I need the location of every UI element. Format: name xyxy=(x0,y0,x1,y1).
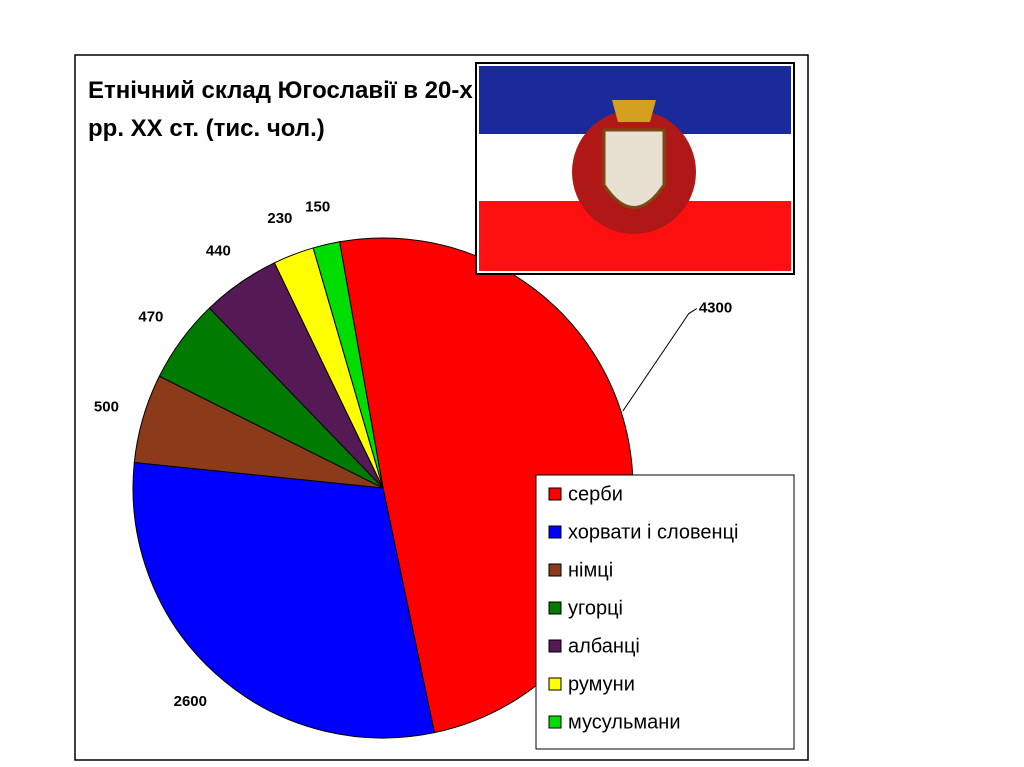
legend-swatch xyxy=(548,601,562,615)
crown xyxy=(612,100,656,122)
chart-title: Етнічний склад Югославії в 20-х рр. ХХ с… xyxy=(88,77,473,142)
shield xyxy=(602,128,666,209)
legend-swatch xyxy=(548,487,562,501)
data-label: 230 xyxy=(267,210,292,227)
pie-slice xyxy=(312,241,384,489)
leader-line xyxy=(622,308,698,412)
legend-label: албанці xyxy=(568,635,640,657)
legend-label: мусульмани xyxy=(568,711,681,733)
legend-label: румуни xyxy=(568,673,635,695)
data-label: 150 xyxy=(305,198,330,215)
pie-slice xyxy=(132,461,435,739)
legend-label: хорвати і словенці xyxy=(568,521,738,543)
legend-swatch xyxy=(548,677,562,691)
flag xyxy=(475,62,795,275)
legend-swatch xyxy=(548,639,562,653)
data-label: 440 xyxy=(206,243,231,260)
legend-label: серби xyxy=(568,483,623,505)
legend: серби хорвати і словенці німці угорці албанц… xyxy=(548,483,738,733)
legend-swatch xyxy=(548,525,562,539)
data-label: 470 xyxy=(138,308,163,325)
data-label: 4300 xyxy=(699,299,732,316)
legend-box xyxy=(535,474,795,750)
data-label: 2600 xyxy=(174,693,207,710)
legend-label: угорці xyxy=(568,597,623,619)
pie: 4300 2600 500 470 440 230 150 xyxy=(94,198,732,739)
legend-label: німці xyxy=(568,559,613,581)
legend-swatch xyxy=(548,563,562,577)
data-label: 500 xyxy=(94,399,119,416)
legend-swatch xyxy=(548,715,562,729)
